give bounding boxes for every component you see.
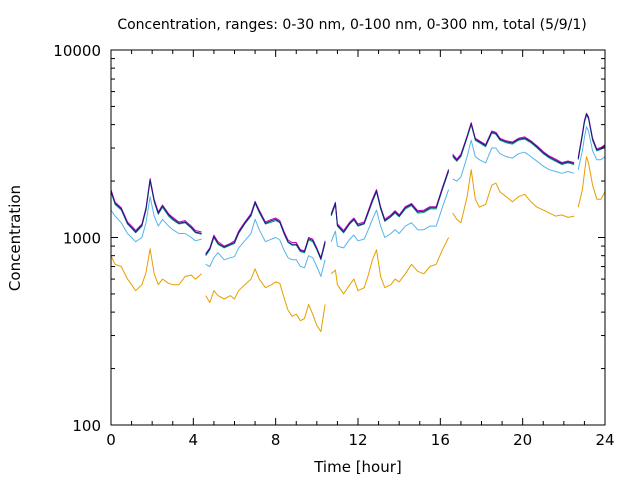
series-0-line-4	[577, 156, 606, 208]
series-3	[110, 112, 606, 259]
series-1-line-0	[110, 196, 202, 243]
series-4-line-3	[452, 123, 575, 164]
series-4-line-2	[330, 170, 450, 233]
series-1-line-4	[577, 126, 606, 170]
series-3-line-2	[330, 169, 450, 231]
series-1-line-2	[330, 189, 450, 249]
series-2-line-1	[205, 202, 326, 261]
y-tick-label: 100	[72, 417, 101, 435]
plot-frame	[110, 49, 606, 426]
plot-area: 0 4 8 12 16 20 24 100 1000 10000	[53, 42, 614, 449]
chart-title: Concentration, ranges: 0-30 nm, 0-100 nm…	[117, 17, 586, 33]
series-4-line-0	[110, 179, 202, 234]
x-axis-label: Time [hour]	[313, 458, 402, 476]
x-tick-label: 0	[106, 431, 116, 449]
series-0	[110, 156, 606, 333]
x-tick-label: 12	[348, 431, 367, 449]
series-4-line-1	[205, 201, 326, 260]
series-0-line-1	[205, 268, 326, 333]
y-tick-label: 10000	[53, 42, 101, 60]
y-axis-label: Concentration	[6, 185, 24, 291]
y-tick-label: 1000	[63, 230, 101, 248]
series-0-line-0	[110, 248, 202, 292]
series-3-line-1	[205, 200, 326, 259]
x-tick-label: 20	[513, 431, 532, 449]
series-1-line-3	[452, 139, 575, 182]
series-0-line-3	[452, 169, 575, 224]
series-2	[110, 114, 606, 261]
series-1-line-1	[205, 218, 326, 277]
series-1	[110, 126, 606, 277]
series-layer	[110, 112, 606, 333]
x-tick-label: 8	[271, 431, 281, 449]
series-4-line-4	[577, 113, 606, 159]
x-tick-label: 4	[189, 431, 199, 449]
x-tick-label: 16	[431, 431, 450, 449]
ticks-layer: 0 4 8 12 16 20 24 100 1000 10000	[53, 42, 614, 449]
series-4	[110, 113, 606, 260]
series-2-line-3	[452, 124, 575, 165]
series-0-line-2	[330, 237, 450, 295]
x-tick-label: 24	[595, 431, 614, 449]
